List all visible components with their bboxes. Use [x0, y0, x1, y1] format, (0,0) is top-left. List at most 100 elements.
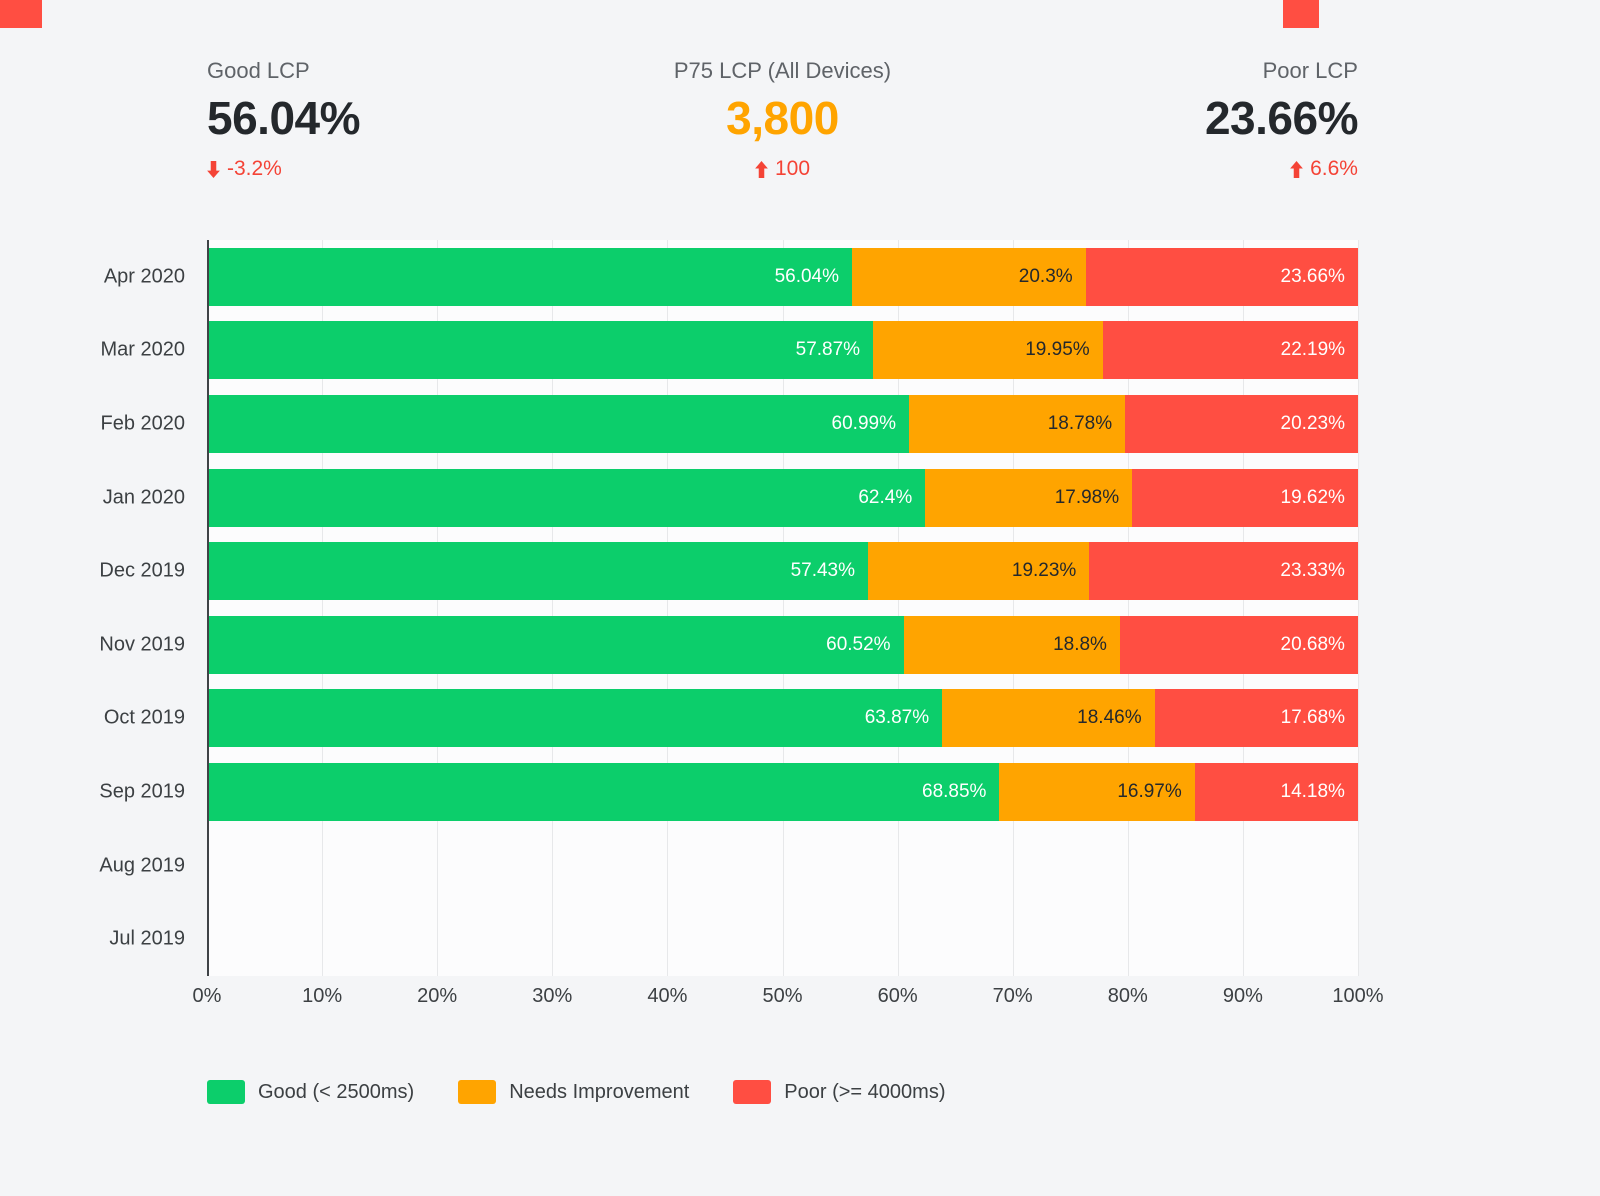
bar-segment-good[interactable]: 60.52%: [207, 615, 904, 674]
bar-value-label: 22.19%: [1280, 339, 1346, 361]
bar-value-label: 19.95%: [1025, 339, 1090, 361]
y-axis-label: Feb 2020: [100, 412, 185, 435]
bar-value-label: 17.68%: [1280, 707, 1346, 729]
kpi-p75-lcp-delta-value: 100: [774, 157, 811, 181]
bar-segment-poor[interactable]: 23.66%: [1085, 247, 1358, 306]
x-axis-label: 80%: [1107, 985, 1148, 1007]
chart-row: Aug 2019: [99, 829, 1358, 903]
bar-value-label: 20.3%: [1018, 265, 1073, 287]
bar-segment-needs-improvement[interactable]: 19.23%: [868, 542, 1090, 601]
legend-label-poor: Poor (>= 4000ms): [784, 1080, 946, 1103]
bar-segment-poor[interactable]: 14.18%: [1194, 762, 1358, 821]
bar-value-label: 19.62%: [1280, 486, 1345, 508]
x-axis-label: 90%: [1222, 985, 1263, 1007]
bar-value-label: 60.99%: [831, 412, 896, 434]
chart-row: Mar 2020 57.87% 19.95% 22.19%: [101, 314, 1358, 388]
bar-value-label: 14.18%: [1280, 780, 1345, 802]
chart-row: Nov 2019 60.52% 18.8% 20.68%: [99, 608, 1358, 682]
gridline: [1012, 240, 1014, 976]
legend-label-needs-improvement: Needs Improvement: [509, 1080, 690, 1103]
gridline: [1127, 240, 1129, 976]
y-axis-label: Oct 2019: [103, 706, 185, 729]
bar-value-label: 63.87%: [864, 707, 930, 729]
gridline: [1358, 240, 1359, 976]
kpi-poor-lcp-label: Poor LCP: [1262, 58, 1358, 83]
x-axis-label: 40%: [647, 985, 688, 1007]
bar-track: 56.04% 20.3% 23.66%: [207, 247, 1358, 306]
chart-row: Jul 2019: [109, 902, 1358, 976]
gridline: [437, 240, 439, 976]
red-decoration-right: [1283, 0, 1319, 28]
bar-segment-poor[interactable]: 22.19%: [1102, 321, 1358, 380]
bar-segment-needs-improvement[interactable]: 17.98%: [925, 468, 1133, 527]
x-axis-label: 60%: [877, 985, 918, 1007]
bar-track: 57.87% 19.95% 22.19%: [207, 321, 1358, 380]
delta-arrow-icon: [755, 160, 768, 178]
legend-swatch-poor: [733, 1080, 772, 1104]
bar-track: 57.43% 19.23% 23.33%: [207, 542, 1358, 601]
x-axis-label: 50%: [762, 985, 803, 1007]
bar-value-label: 19.23%: [1011, 560, 1077, 582]
bar-segment-needs-improvement[interactable]: 16.97%: [999, 762, 1195, 821]
kpi-poor-lcp-delta: 6.6%: [1290, 157, 1358, 181]
y-axis-label: Dec 2019: [99, 559, 185, 582]
bar-segment-good[interactable]: 63.87%: [207, 689, 943, 748]
bar-value-label: 17.98%: [1054, 486, 1120, 508]
bar-segment-good[interactable]: 68.85%: [207, 762, 1000, 821]
legend-label-good: Good (< 2500ms): [258, 1080, 415, 1103]
bar-segment-poor[interactable]: 20.23%: [1125, 394, 1358, 453]
bar-value-label: 62.4%: [858, 486, 913, 508]
bar-track: 62.4% 17.98% 19.62%: [207, 468, 1358, 527]
bar-value-label: 18.78%: [1047, 412, 1113, 434]
bar-segment-poor[interactable]: 20.68%: [1119, 615, 1358, 674]
kpi-poor-lcp: Poor LCP 23.66% 6.6%: [1204, 58, 1359, 181]
y-axis-label: Nov 2019: [99, 633, 185, 656]
legend-item-good[interactable]: Good (< 2500ms): [207, 1080, 414, 1104]
bar-segment-poor[interactable]: 17.68%: [1154, 689, 1358, 748]
bar-track: [207, 910, 1358, 968]
bar-track: 68.85% 16.97% 14.18%: [207, 762, 1358, 821]
kpi-poor-lcp-delta-value: 6.6%: [1310, 157, 1358, 181]
bar-value-label: 23.33%: [1280, 560, 1345, 582]
kpi-good-lcp-delta: -3.2%: [207, 157, 360, 181]
x-axis-label: 70%: [992, 985, 1033, 1007]
gridline: [1242, 240, 1244, 976]
legend-swatch-needs-improvement: [458, 1080, 497, 1104]
delta-arrow-icon: [207, 160, 220, 178]
bar-segment-good[interactable]: 56.04%: [207, 247, 853, 306]
bar-segment-needs-improvement[interactable]: 18.8%: [903, 615, 1120, 674]
bar-segment-poor[interactable]: 23.33%: [1089, 542, 1358, 601]
legend-swatch-good: [207, 1080, 245, 1104]
bar-track: [207, 837, 1358, 895]
kpi-poor-lcp-value: 23.66%: [1204, 92, 1359, 145]
x-axis-label: 0%: [192, 985, 222, 1007]
legend: Good (< 2500ms) Needs Improvement Poor (…: [207, 1080, 945, 1104]
chart-row: Oct 2019 63.87% 18.46% 17.68%: [104, 682, 1358, 756]
bar-segment-needs-improvement[interactable]: 20.3%: [852, 247, 1086, 306]
gridline: [782, 240, 784, 976]
bar-value-label: 57.43%: [790, 560, 856, 582]
y-axis-label: Apr 2020: [103, 265, 185, 288]
legend-item-needs-improvement[interactable]: Needs Improvement: [458, 1080, 689, 1104]
bar-value-label: 20.23%: [1280, 412, 1345, 434]
bar-segment-good[interactable]: 57.43%: [207, 542, 869, 601]
legend-item-poor[interactable]: Poor (>= 4000ms): [733, 1080, 945, 1104]
bar-segment-needs-improvement[interactable]: 18.46%: [942, 689, 1155, 748]
gridline: [897, 240, 899, 976]
kpi-good-lcp-value: 56.04%: [207, 92, 361, 145]
bar-value-label: 23.66%: [1280, 265, 1345, 287]
chart-rows: Apr 2020 56.04% 20.3% 23.66% Mar 2020 57.87% 1…: [99, 240, 1358, 976]
bar-segment-good[interactable]: 60.99%: [207, 394, 909, 453]
bar-value-label: 20.68%: [1280, 633, 1345, 655]
y-axis-label: Sep 2019: [99, 780, 185, 803]
kpi-p75-lcp: P75 LCP (All Devices) 3,800 100: [674, 58, 891, 181]
kpi-p75-lcp-value: 3,800: [726, 92, 839, 145]
chart-row: Jan 2020 62.4% 17.98% 19.62%: [103, 461, 1358, 535]
bar-segment-needs-improvement[interactable]: 19.95%: [873, 321, 1103, 380]
bar-segment-good[interactable]: 57.87%: [207, 321, 874, 380]
bar-value-label: 60.52%: [826, 633, 891, 655]
bar-segment-needs-improvement[interactable]: 18.78%: [908, 394, 1126, 453]
bar-segment-good[interactable]: 62.4%: [207, 468, 926, 527]
chart-row: Apr 2020 56.04% 20.3% 23.66%: [104, 240, 1358, 314]
bar-segment-poor[interactable]: 19.62%: [1132, 468, 1358, 527]
